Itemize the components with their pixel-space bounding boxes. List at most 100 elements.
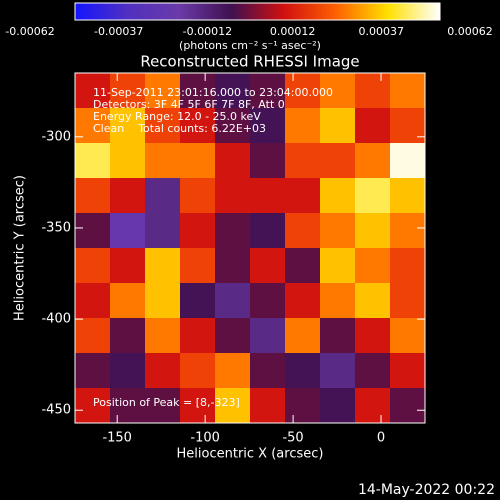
heatmap-cell: [355, 388, 391, 424]
annotation: Detectors: 3F 4F 5F 6F 7F 8F, Att 0: [93, 98, 285, 111]
heatmap-cell: [215, 388, 251, 424]
heatmap-cell: [355, 353, 391, 389]
heatmap-cell: [110, 178, 146, 214]
heatmap-cell: [145, 388, 181, 424]
heatmap-cell: [145, 248, 181, 284]
heatmap-cell: [390, 283, 426, 319]
heatmap-cell: [215, 353, 251, 389]
heatmap-cell: [285, 353, 321, 389]
colorbar-tick-label: 0.00037: [359, 25, 405, 38]
y-tick-label: -400: [41, 312, 71, 327]
plot-frame: [74, 72, 426, 424]
heatmap-cell: [110, 353, 146, 389]
x-tick-label: -50: [282, 431, 303, 446]
heatmap-cell: [75, 353, 111, 389]
heatmap-cell: [215, 143, 251, 179]
annotation: Position of Peak = [8,-323]: [93, 396, 240, 409]
heatmap-cell: [75, 213, 111, 249]
heatmap-cell: [180, 178, 216, 214]
heatmap-cell: [180, 353, 216, 389]
heatmap-cell: [355, 318, 391, 354]
heatmap-cell: [75, 388, 111, 424]
heatmap-cell: [145, 108, 181, 144]
heatmap-cell: [75, 248, 111, 284]
heatmap-cell: [75, 143, 111, 179]
heatmap-cell: [145, 73, 181, 109]
y-tick-label: -350: [41, 220, 71, 235]
colorbar: [74, 2, 441, 21]
heatmap-cell: [180, 283, 216, 319]
heatmap-cell: [145, 318, 181, 354]
heatmap-cell: [110, 248, 146, 284]
y-tick-label: -450: [41, 403, 71, 418]
heatmap-cell: [250, 388, 286, 424]
heatmap-cell: [110, 318, 146, 354]
heatmap-cell: [215, 248, 251, 284]
heatmap-cell: [250, 353, 286, 389]
heatmap-cell: [285, 388, 321, 424]
heatmap-cell: [110, 143, 146, 179]
heatmap-cell: [390, 213, 426, 249]
heatmap-cell: [390, 73, 426, 109]
heatmap-cell: [180, 318, 216, 354]
heatmap-cell: [250, 318, 286, 354]
heatmap-cell: [390, 353, 426, 389]
x-tick-label: -100: [190, 431, 220, 446]
heatmap-cell: [215, 178, 251, 214]
heatmap-cell: [215, 108, 251, 144]
colorbar-tick-label: -0.00062: [5, 25, 54, 38]
heatmap-cell: [145, 178, 181, 214]
heatmap-cell: [285, 73, 321, 109]
colorbar-tick-label: -0.00012: [183, 25, 232, 38]
heatmap-cell: [285, 108, 321, 144]
heatmap-cell: [180, 248, 216, 284]
y-tick-label: -300: [41, 129, 71, 144]
heatmap-cell: [250, 178, 286, 214]
heatmap-cell: [285, 178, 321, 214]
heatmap-cell: [320, 108, 356, 144]
colorbar-tick-label: 0.00062: [447, 25, 493, 38]
heatmap-cell: [320, 388, 356, 424]
heatmap-cell: [355, 213, 391, 249]
heatmap-cell: [215, 318, 251, 354]
heatmap-cell: [320, 353, 356, 389]
heatmap-cell: [285, 318, 321, 354]
heatmap-cell: [390, 143, 426, 179]
heatmap-cell: [320, 73, 356, 109]
y-axis-label: Heliocentric Y (arcsec): [13, 175, 28, 321]
heatmap-cell: [110, 388, 146, 424]
heatmap-cell: [320, 213, 356, 249]
heatmap-cell: [390, 108, 426, 144]
heatmap-cell: [355, 108, 391, 144]
heatmap-cell: [110, 108, 146, 144]
heatmap-cell: [75, 108, 111, 144]
heatmap-cell: [215, 283, 251, 319]
heatmap-cell: [355, 178, 391, 214]
heatmap-cell: [320, 248, 356, 284]
heatmap-cell: [355, 143, 391, 179]
heatmap-cell: [180, 388, 216, 424]
heatmap-cell: [250, 248, 286, 284]
x-axis-label: Heliocentric X (arcsec): [177, 447, 324, 462]
colorbar-label: (photons cm⁻² s⁻¹ asec⁻²): [179, 39, 321, 52]
heatmap-cell: [180, 143, 216, 179]
annotation: Clean Total counts: 6.22E+03: [93, 122, 266, 135]
colorbar-tick-label: -0.00037: [94, 25, 143, 38]
heatmap-cell: [250, 108, 286, 144]
chart-title: Reconstructed RHESSI Image: [140, 53, 359, 71]
heatmap-cell: [110, 73, 146, 109]
heatmap-cell: [180, 73, 216, 109]
x-tick-label: -150: [102, 431, 132, 446]
heatmap-cell: [320, 318, 356, 354]
heatmap-cell: [180, 108, 216, 144]
heatmap-cell: [355, 73, 391, 109]
heatmap-cell: [250, 283, 286, 319]
heatmap-cell: [285, 213, 321, 249]
heatmap-cell: [250, 143, 286, 179]
heatmap-cell: [285, 143, 321, 179]
colorbar-tick-label: 0.00012: [270, 25, 316, 38]
heatmap-cell: [320, 143, 356, 179]
heatmap-cell: [250, 213, 286, 249]
heatmap-cell: [110, 283, 146, 319]
